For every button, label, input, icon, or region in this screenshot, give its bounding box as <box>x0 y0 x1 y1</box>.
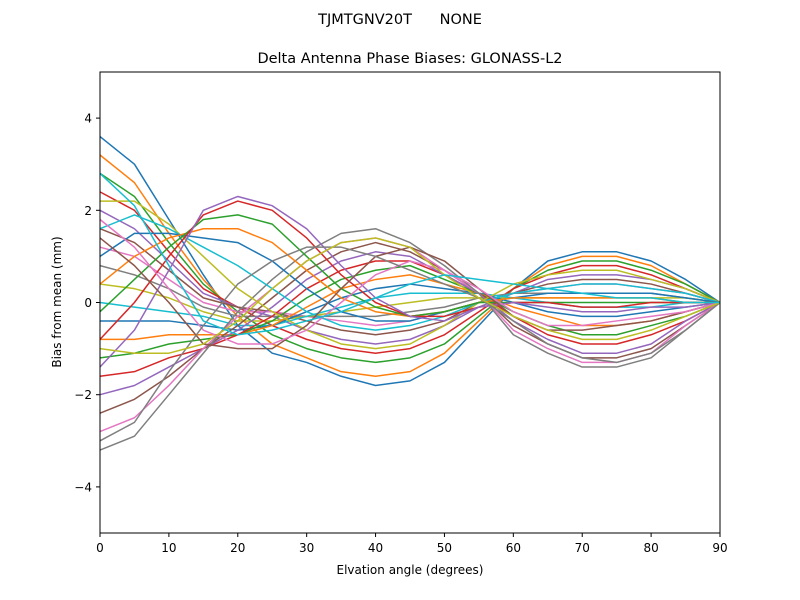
x-tick-label: 90 <box>712 541 727 555</box>
x-tick-label: 10 <box>161 541 176 555</box>
series-lines <box>99 135 721 451</box>
y-axis-ticks: −4 −2 0 2 4 <box>74 112 100 494</box>
y-axis-label: Bias from mean (mm) <box>50 236 64 367</box>
series-line-27 <box>99 218 721 345</box>
x-tick-label: 40 <box>368 541 383 555</box>
x-tick-label: 50 <box>437 541 452 555</box>
x-tick-label: 70 <box>575 541 590 555</box>
y-tick-label: −2 <box>74 388 92 402</box>
x-tick-label: 20 <box>230 541 245 555</box>
series-line-18 <box>99 227 721 451</box>
series-line-1 <box>99 135 721 387</box>
series-line-2 <box>99 154 721 378</box>
series-line-19 <box>100 200 721 350</box>
series-line-6 <box>99 228 721 336</box>
x-axis-ticks: 0 10 20 30 40 50 60 70 80 90 <box>96 533 728 555</box>
series-line-3 <box>99 172 721 364</box>
chart-suptitle: TJMTGNV20T NONE <box>317 12 482 28</box>
x-tick-label: 30 <box>299 541 314 555</box>
series-line-28 <box>99 246 721 442</box>
series-line-29 <box>99 237 721 354</box>
x-tick-label: 60 <box>506 541 521 555</box>
x-axis-label: Elvation angle (degrees) <box>337 563 484 577</box>
y-tick-label: 4 <box>84 112 92 126</box>
series-line-21 <box>99 232 721 322</box>
series-line-20 <box>99 214 721 331</box>
chart-title: Delta Antenna Phase Biases: GLONASS-L2 <box>257 51 562 67</box>
series-line-13 <box>99 264 721 359</box>
series-line-4 <box>99 191 721 354</box>
y-tick-label: 0 <box>84 296 92 310</box>
series-line-5 <box>99 209 721 345</box>
series-line-25 <box>99 195 721 368</box>
x-tick-label: 80 <box>643 541 658 555</box>
y-tick-label: −4 <box>74 480 92 494</box>
x-tick-label: 0 <box>96 541 104 555</box>
series-line-30 <box>99 172 720 336</box>
y-tick-label: 2 <box>84 204 92 218</box>
